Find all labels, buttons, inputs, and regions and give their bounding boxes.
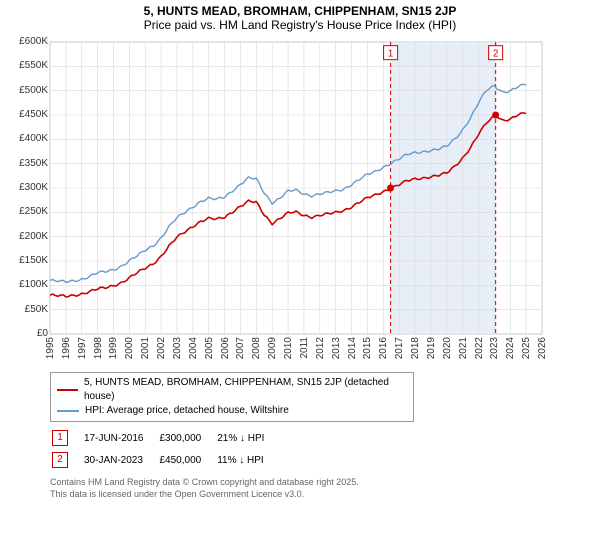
- marker-badge: 2: [52, 452, 68, 468]
- y-tick-label: £250K: [8, 206, 48, 217]
- x-tick-label: 2003: [172, 337, 183, 359]
- x-tick-label: 2014: [347, 337, 358, 359]
- x-tick-label: 2001: [140, 337, 151, 359]
- legend-label-2: HPI: Average price, detached house, Wilt…: [85, 404, 289, 418]
- x-tick-label: 2012: [315, 337, 326, 359]
- x-tick-label: 2026: [537, 337, 548, 359]
- footer-line-1: Contains HM Land Registry data © Crown c…: [50, 476, 592, 488]
- x-tick-label: 1995: [45, 337, 56, 359]
- x-tick-label: 2011: [299, 337, 310, 359]
- marker-price: £450,000: [159, 450, 215, 470]
- legend: 5, HUNTS MEAD, BROMHAM, CHIPPENHAM, SN15…: [50, 372, 414, 422]
- marker-row: 1 17-JUN-2016£300,00021% ↓ HPI: [52, 428, 278, 448]
- x-tick-label: 2006: [220, 337, 231, 359]
- y-tick-label: £200K: [8, 231, 48, 242]
- x-tick-label: 2021: [458, 337, 469, 359]
- svg-text:1: 1: [388, 49, 394, 60]
- x-tick-label: 2018: [410, 337, 421, 359]
- x-tick-label: 2020: [442, 337, 453, 359]
- y-tick-label: £0: [8, 328, 48, 339]
- x-tick-label: 2009: [267, 337, 278, 359]
- x-tick-label: 2025: [521, 337, 532, 359]
- x-tick-label: 2008: [251, 337, 262, 359]
- legend-swatch-2: [57, 410, 79, 412]
- y-tick-label: £600K: [8, 36, 48, 47]
- x-tick-label: 2016: [378, 337, 389, 359]
- x-tick-label: 1999: [108, 337, 119, 359]
- x-tick-label: 2017: [394, 337, 405, 359]
- svg-text:2: 2: [493, 49, 499, 60]
- y-tick-label: £500K: [8, 85, 48, 96]
- y-tick-label: £550K: [8, 60, 48, 71]
- marker-table: 1 17-JUN-2016£300,00021% ↓ HPI 2 30-JAN-202…: [50, 426, 280, 472]
- x-tick-label: 2005: [204, 337, 215, 359]
- legend-series-2: HPI: Average price, detached house, Wilt…: [57, 404, 407, 418]
- x-tick-label: 2024: [505, 337, 516, 359]
- x-tick-label: 2013: [331, 337, 342, 359]
- x-tick-label: 2000: [124, 337, 135, 359]
- y-tick-label: £400K: [8, 133, 48, 144]
- y-tick-label: £300K: [8, 182, 48, 193]
- marker-badge: 1: [52, 430, 68, 446]
- title-line-2: Price paid vs. HM Land Registry's House …: [8, 18, 592, 32]
- marker-pct: 11% ↓ HPI: [217, 450, 278, 470]
- x-tick-label: 2022: [474, 337, 485, 359]
- x-tick-label: 1997: [77, 337, 88, 359]
- x-tick-label: 2019: [426, 337, 437, 359]
- x-tick-label: 2015: [362, 337, 373, 359]
- x-tick-label: 2010: [283, 337, 294, 359]
- legend-label-1: 5, HUNTS MEAD, BROMHAM, CHIPPENHAM, SN15…: [84, 376, 407, 404]
- legend-swatch-1: [57, 389, 78, 391]
- footer-line-2: This data is licensed under the Open Gov…: [50, 488, 592, 500]
- marker-date: 17-JUN-2016: [84, 428, 157, 448]
- x-tick-label: 2007: [235, 337, 246, 359]
- y-tick-label: £450K: [8, 109, 48, 120]
- title-line-1: 5, HUNTS MEAD, BROMHAM, CHIPPENHAM, SN15…: [8, 4, 592, 18]
- x-tick-label: 1998: [93, 337, 104, 359]
- marker-row: 2 30-JAN-2023£450,00011% ↓ HPI: [52, 450, 278, 470]
- x-tick-label: 2004: [188, 337, 199, 359]
- x-tick-label: 1996: [61, 337, 72, 359]
- price-chart: £0 £50K £100K £150K £200K £250K £300K £350K £400…: [8, 38, 548, 368]
- marker-pct: 21% ↓ HPI: [217, 428, 278, 448]
- marker-date: 30-JAN-2023: [84, 450, 157, 470]
- x-tick-label: 2023: [489, 337, 500, 359]
- legend-series-1: 5, HUNTS MEAD, BROMHAM, CHIPPENHAM, SN15…: [57, 376, 407, 404]
- y-tick-label: £350K: [8, 158, 48, 169]
- marker-price: £300,000: [159, 428, 215, 448]
- y-tick-label: £50K: [8, 304, 48, 315]
- x-tick-label: 2002: [156, 337, 167, 359]
- y-tick-label: £150K: [8, 255, 48, 266]
- y-tick-label: £100K: [8, 279, 48, 290]
